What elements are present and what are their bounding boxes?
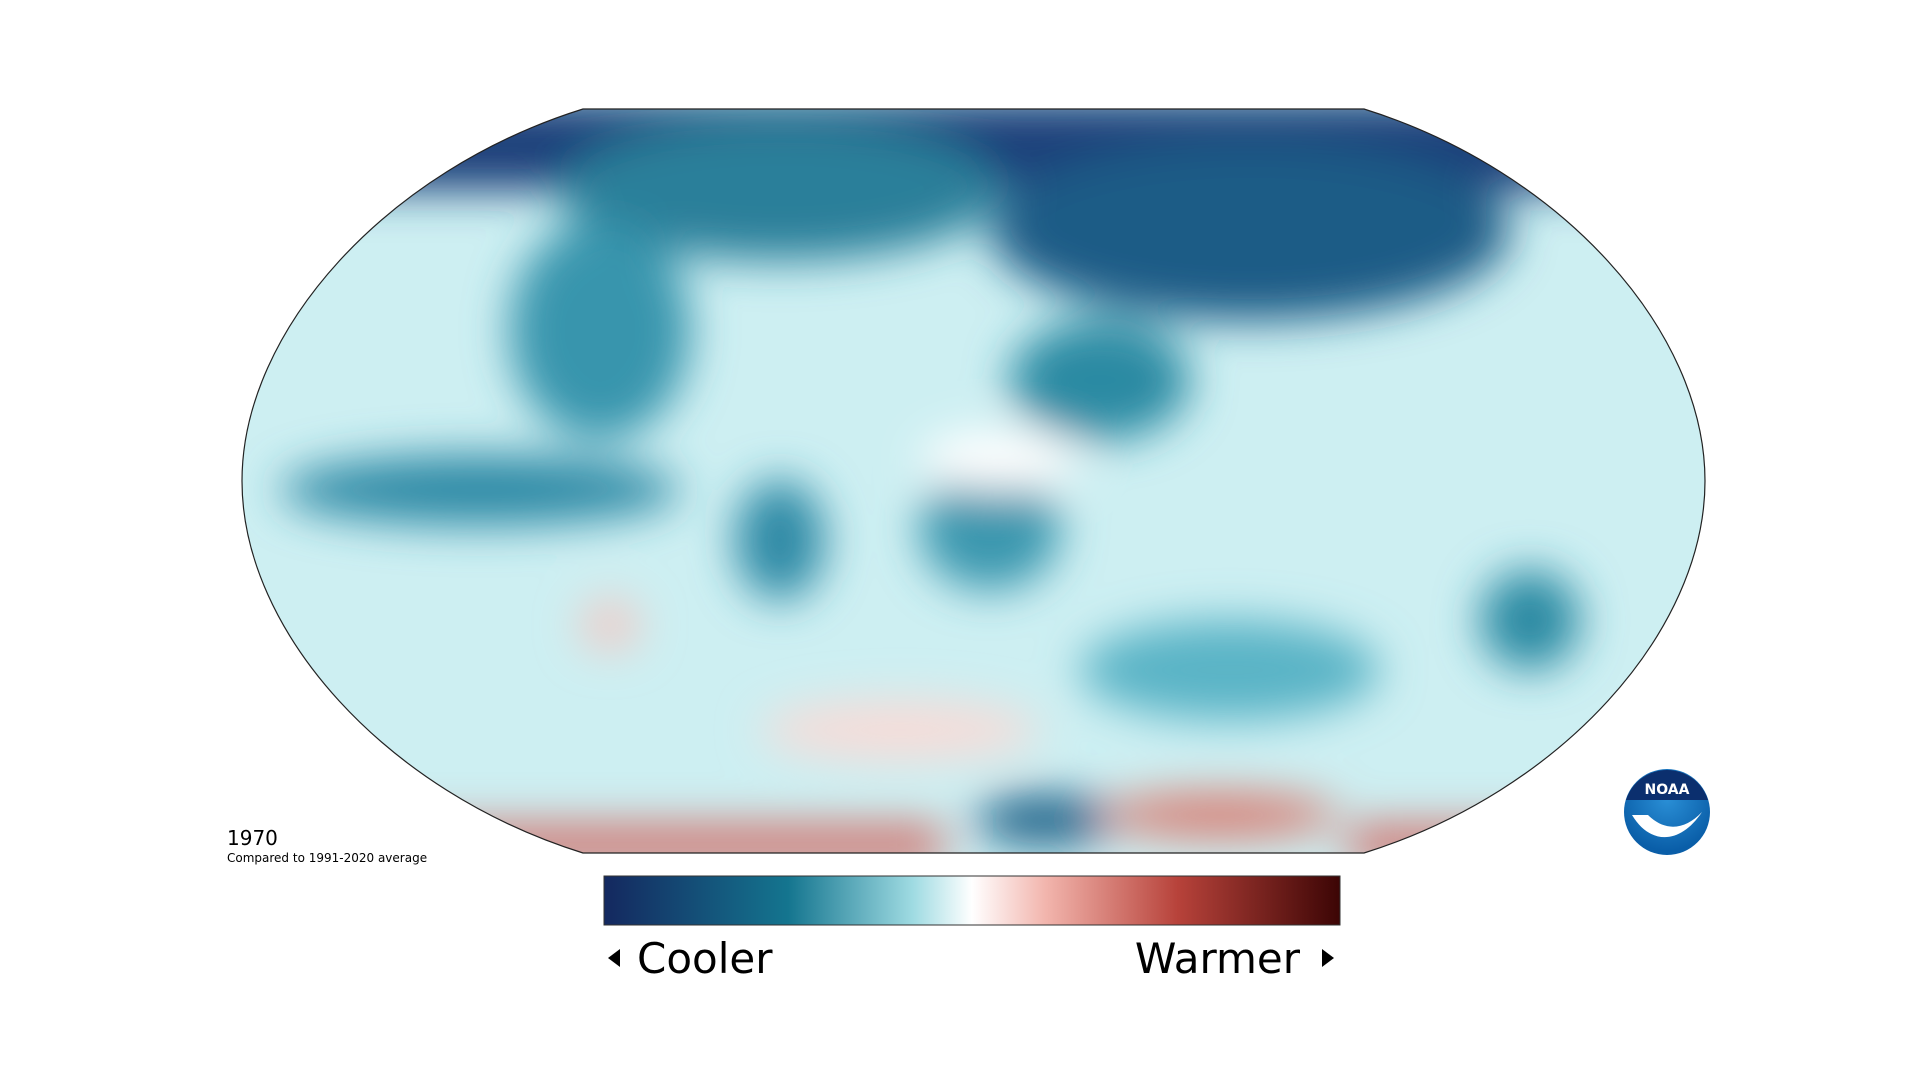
logo-text: NOAA bbox=[1645, 782, 1690, 798]
color-bar bbox=[603, 875, 1341, 926]
noaa-logo: NOAA bbox=[1624, 769, 1710, 855]
map-outline bbox=[241, 108, 1706, 854]
anomaly-field bbox=[242, 109, 1705, 853]
legend-low-label: Cooler bbox=[637, 934, 773, 983]
legend-high-label: Warmer bbox=[1135, 934, 1301, 983]
subtitle: Compared to 1991-2020 average bbox=[227, 851, 427, 865]
arrow-left bbox=[608, 949, 620, 967]
arrow-right bbox=[1322, 949, 1334, 967]
year-label: 1970 bbox=[227, 826, 278, 850]
